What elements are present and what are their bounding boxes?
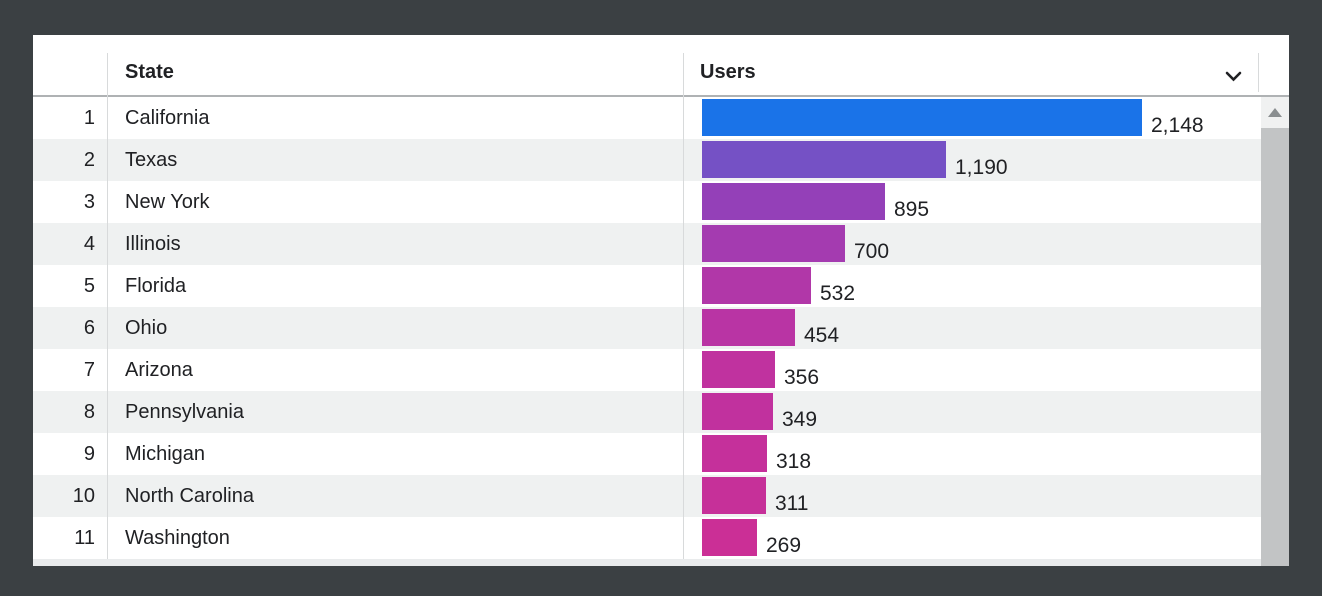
users-value: 356 xyxy=(784,366,820,389)
table-row[interactable]: 11 Washington 269 xyxy=(33,517,1261,559)
users-value: 895 xyxy=(894,198,930,221)
row-rank: 5 xyxy=(83,275,95,297)
users-bar xyxy=(702,351,775,388)
table-row[interactable]: 8 Pennsylvania 349 xyxy=(33,391,1261,433)
users-bar xyxy=(702,141,946,178)
row-state: Ohio xyxy=(125,317,168,339)
row-state: Illinois xyxy=(125,233,181,255)
row-rank: 8 xyxy=(83,401,95,423)
row-rank: 11 xyxy=(74,527,95,549)
table-row[interactable]: 5 Florida 532 xyxy=(33,265,1261,307)
scrollbar-thumb[interactable] xyxy=(1261,128,1289,566)
row-rank: 6 xyxy=(83,317,95,339)
table-header: State Users xyxy=(33,35,1289,97)
row-state: Michigan xyxy=(125,443,206,465)
users-bar xyxy=(702,309,795,346)
users-bar xyxy=(702,519,757,556)
users-bar xyxy=(702,99,1142,136)
divider-rank-state xyxy=(107,53,108,559)
row-rank: 4 xyxy=(83,233,95,255)
column-header-users[interactable]: Users xyxy=(700,61,756,83)
users-value: 2,148 xyxy=(1151,114,1204,137)
users-value: 269 xyxy=(766,534,802,557)
chevron-down-icon[interactable] xyxy=(1225,69,1242,82)
users-value: 454 xyxy=(804,324,840,347)
row-rank: 3 xyxy=(83,191,95,213)
users-value: 349 xyxy=(782,408,818,431)
vertical-scrollbar[interactable] xyxy=(1261,97,1289,566)
table-row[interactable]: 3 New York 895 xyxy=(33,181,1261,223)
users-bar xyxy=(702,267,811,304)
table-chart-card: State Users 1 California 2,148 2 Texas 1… xyxy=(33,35,1289,566)
table-row[interactable]: 6 Ohio 454 xyxy=(33,307,1261,349)
users-bar xyxy=(702,393,773,430)
table-row[interactable]: 4 Illinois 700 xyxy=(33,223,1261,265)
divider-users-right xyxy=(1258,53,1259,92)
table-rows: 1 California 2,148 2 Texas 1,190 3 New Y… xyxy=(33,97,1261,559)
row-state: Arizona xyxy=(125,359,193,381)
table-row[interactable]: 2 Texas 1,190 xyxy=(33,139,1261,181)
row-rank: 1 xyxy=(83,107,95,129)
users-bar xyxy=(702,225,845,262)
row-rank: 2 xyxy=(83,149,95,171)
divider-state-users xyxy=(683,53,684,559)
row-state: Texas xyxy=(125,149,178,171)
table-row[interactable]: 9 Michigan 318 xyxy=(33,433,1261,475)
table-row[interactable]: 7 Arizona 356 xyxy=(33,349,1261,391)
next-row-sliver xyxy=(33,559,1261,566)
table-row[interactable]: 10 North Carolina 311 xyxy=(33,475,1261,517)
row-state: Pennsylvania xyxy=(125,401,244,423)
row-state: Florida xyxy=(125,275,187,297)
users-bar xyxy=(702,477,766,514)
users-value: 700 xyxy=(854,240,890,263)
row-state: Washington xyxy=(125,527,230,549)
row-rank: 10 xyxy=(72,485,95,507)
users-value: 318 xyxy=(776,450,812,473)
triangle-up-icon xyxy=(1268,108,1282,117)
users-value: 1,190 xyxy=(955,156,1008,179)
row-state: California xyxy=(125,107,210,129)
column-header-state[interactable]: State xyxy=(125,61,174,83)
row-rank: 9 xyxy=(83,443,95,465)
users-value: 532 xyxy=(820,282,856,305)
users-bar xyxy=(702,435,767,472)
users-value: 311 xyxy=(775,492,809,515)
row-rank: 7 xyxy=(83,359,95,381)
users-bar xyxy=(702,183,885,220)
row-state: New York xyxy=(125,191,210,213)
table-row[interactable]: 1 California 2,148 xyxy=(33,97,1261,139)
scroll-up-button[interactable] xyxy=(1261,97,1289,128)
row-state: North Carolina xyxy=(125,485,254,507)
